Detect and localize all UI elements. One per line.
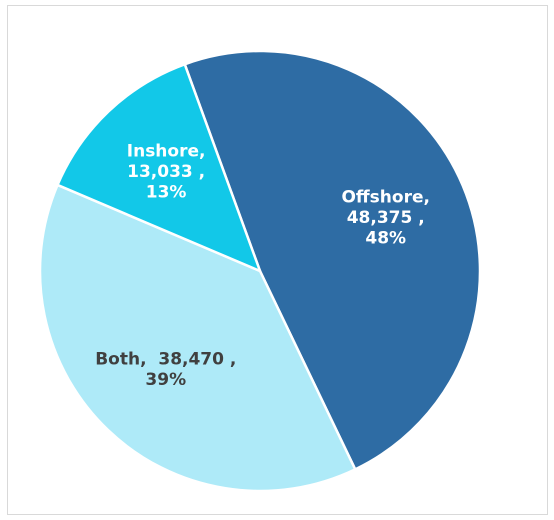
data-label: Both, 38,470 , 39% xyxy=(95,349,236,389)
label-sep: , xyxy=(193,162,205,182)
label-part: 39% xyxy=(145,370,186,390)
label-sep: , xyxy=(199,142,205,162)
pie-slice xyxy=(38,183,357,493)
label-part: 38,470 xyxy=(158,349,224,369)
label-sep: , xyxy=(412,208,424,228)
label-part: 13% xyxy=(146,182,187,202)
label-sep: , xyxy=(424,188,430,208)
pie-slice xyxy=(55,62,263,274)
label-part: 13,033 xyxy=(127,162,193,182)
data-label: Inshore, 13,033 , 13% xyxy=(127,142,206,203)
label-part: 48,375 xyxy=(347,208,413,228)
label-part: Inshore xyxy=(127,142,199,162)
label-part: Offshore xyxy=(341,188,423,208)
label-part: 48% xyxy=(365,229,406,249)
label-part: Both xyxy=(95,349,140,369)
label-sep: , xyxy=(140,349,158,369)
label-sep: , xyxy=(224,349,236,369)
pie-slice xyxy=(183,49,482,472)
data-label: Offshore, 48,375 , 48% xyxy=(341,188,430,249)
